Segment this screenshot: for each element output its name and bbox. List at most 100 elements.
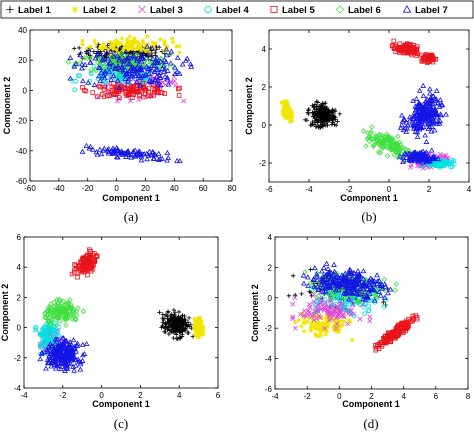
data-point [381,299,386,305]
data-point [176,326,181,332]
data-point [311,113,317,119]
data-point [121,76,127,82]
data-point [170,39,176,45]
data-point [130,39,135,44]
data-point [299,291,304,297]
data-point [196,335,201,340]
data-point [341,319,346,324]
data-point [95,64,102,70]
data-point [92,259,97,265]
data-point [101,87,107,92]
data-point [401,116,408,122]
data-point [101,41,106,47]
data-point [354,277,361,283]
data-point [335,312,341,318]
data-point [331,318,337,324]
data-point [130,43,136,49]
data-point [395,133,401,140]
scatter-points [33,247,206,374]
data-point [144,156,150,162]
data-point [346,266,353,272]
series-label-5 [389,38,438,65]
data-point [194,321,199,326]
data-point [163,320,168,326]
data-point [47,307,53,314]
data-point [392,287,398,293]
data-point [139,46,144,51]
data-point [430,101,436,107]
data-point [109,44,114,49]
data-point [130,52,137,58]
x-tick-label: 4 [401,392,406,401]
data-point [122,48,129,54]
data-point [46,359,52,365]
data-point [57,366,64,372]
data-point [183,326,188,331]
data-point [335,325,341,330]
data-point [385,136,392,143]
data-point [114,77,121,83]
data-point [65,315,71,321]
data-point [323,100,328,106]
x-tick-label: -4 [271,392,279,401]
data-point [366,281,373,287]
data-point [172,70,179,77]
data-point [66,308,73,315]
data-point [308,267,313,272]
data-point [153,66,160,72]
data-point [123,153,129,159]
data-point [286,104,291,110]
data-point [313,271,320,277]
data-point [336,329,341,335]
data-point [48,356,55,362]
data-point [48,301,54,307]
data-point [171,335,176,341]
data-point [49,343,55,349]
data-point [52,340,59,346]
x-tick-label: 8 [466,392,471,401]
data-point [150,149,156,155]
data-point [331,323,336,329]
data-point [314,277,321,283]
data-point [37,344,43,350]
data-point [79,65,85,71]
data-point [148,79,155,85]
x-axis-label: Component 1 [340,193,398,203]
data-point [432,156,439,162]
data-point [338,281,345,287]
data-point [313,321,319,327]
data-point [45,319,51,325]
data-point [125,37,130,42]
data-point [310,122,315,127]
data-point [193,319,199,324]
data-point [357,285,364,291]
data-point [101,145,108,151]
data-point [102,84,107,90]
data-point [288,114,293,119]
data-point [431,56,437,62]
data-point [172,310,178,315]
data-point [95,94,100,99]
data-point [378,141,385,147]
data-point [176,314,181,320]
data-point [69,355,76,361]
data-point [416,126,423,132]
data-point [124,93,130,98]
data-point [403,154,410,160]
data-point [335,315,340,321]
data-point [117,67,124,73]
data-point [330,316,336,321]
series-label-1 [157,307,196,342]
data-point [48,363,55,369]
data-point [59,309,66,315]
data-point [318,321,323,326]
data-point [124,55,131,61]
legend-frame [0,0,474,19]
data-point [87,247,92,252]
x-axis-label: Component 1 [92,399,150,409]
data-point [56,297,62,303]
data-point [45,360,51,366]
data-point [172,78,177,84]
data-point [77,359,84,365]
data-point [321,105,327,110]
